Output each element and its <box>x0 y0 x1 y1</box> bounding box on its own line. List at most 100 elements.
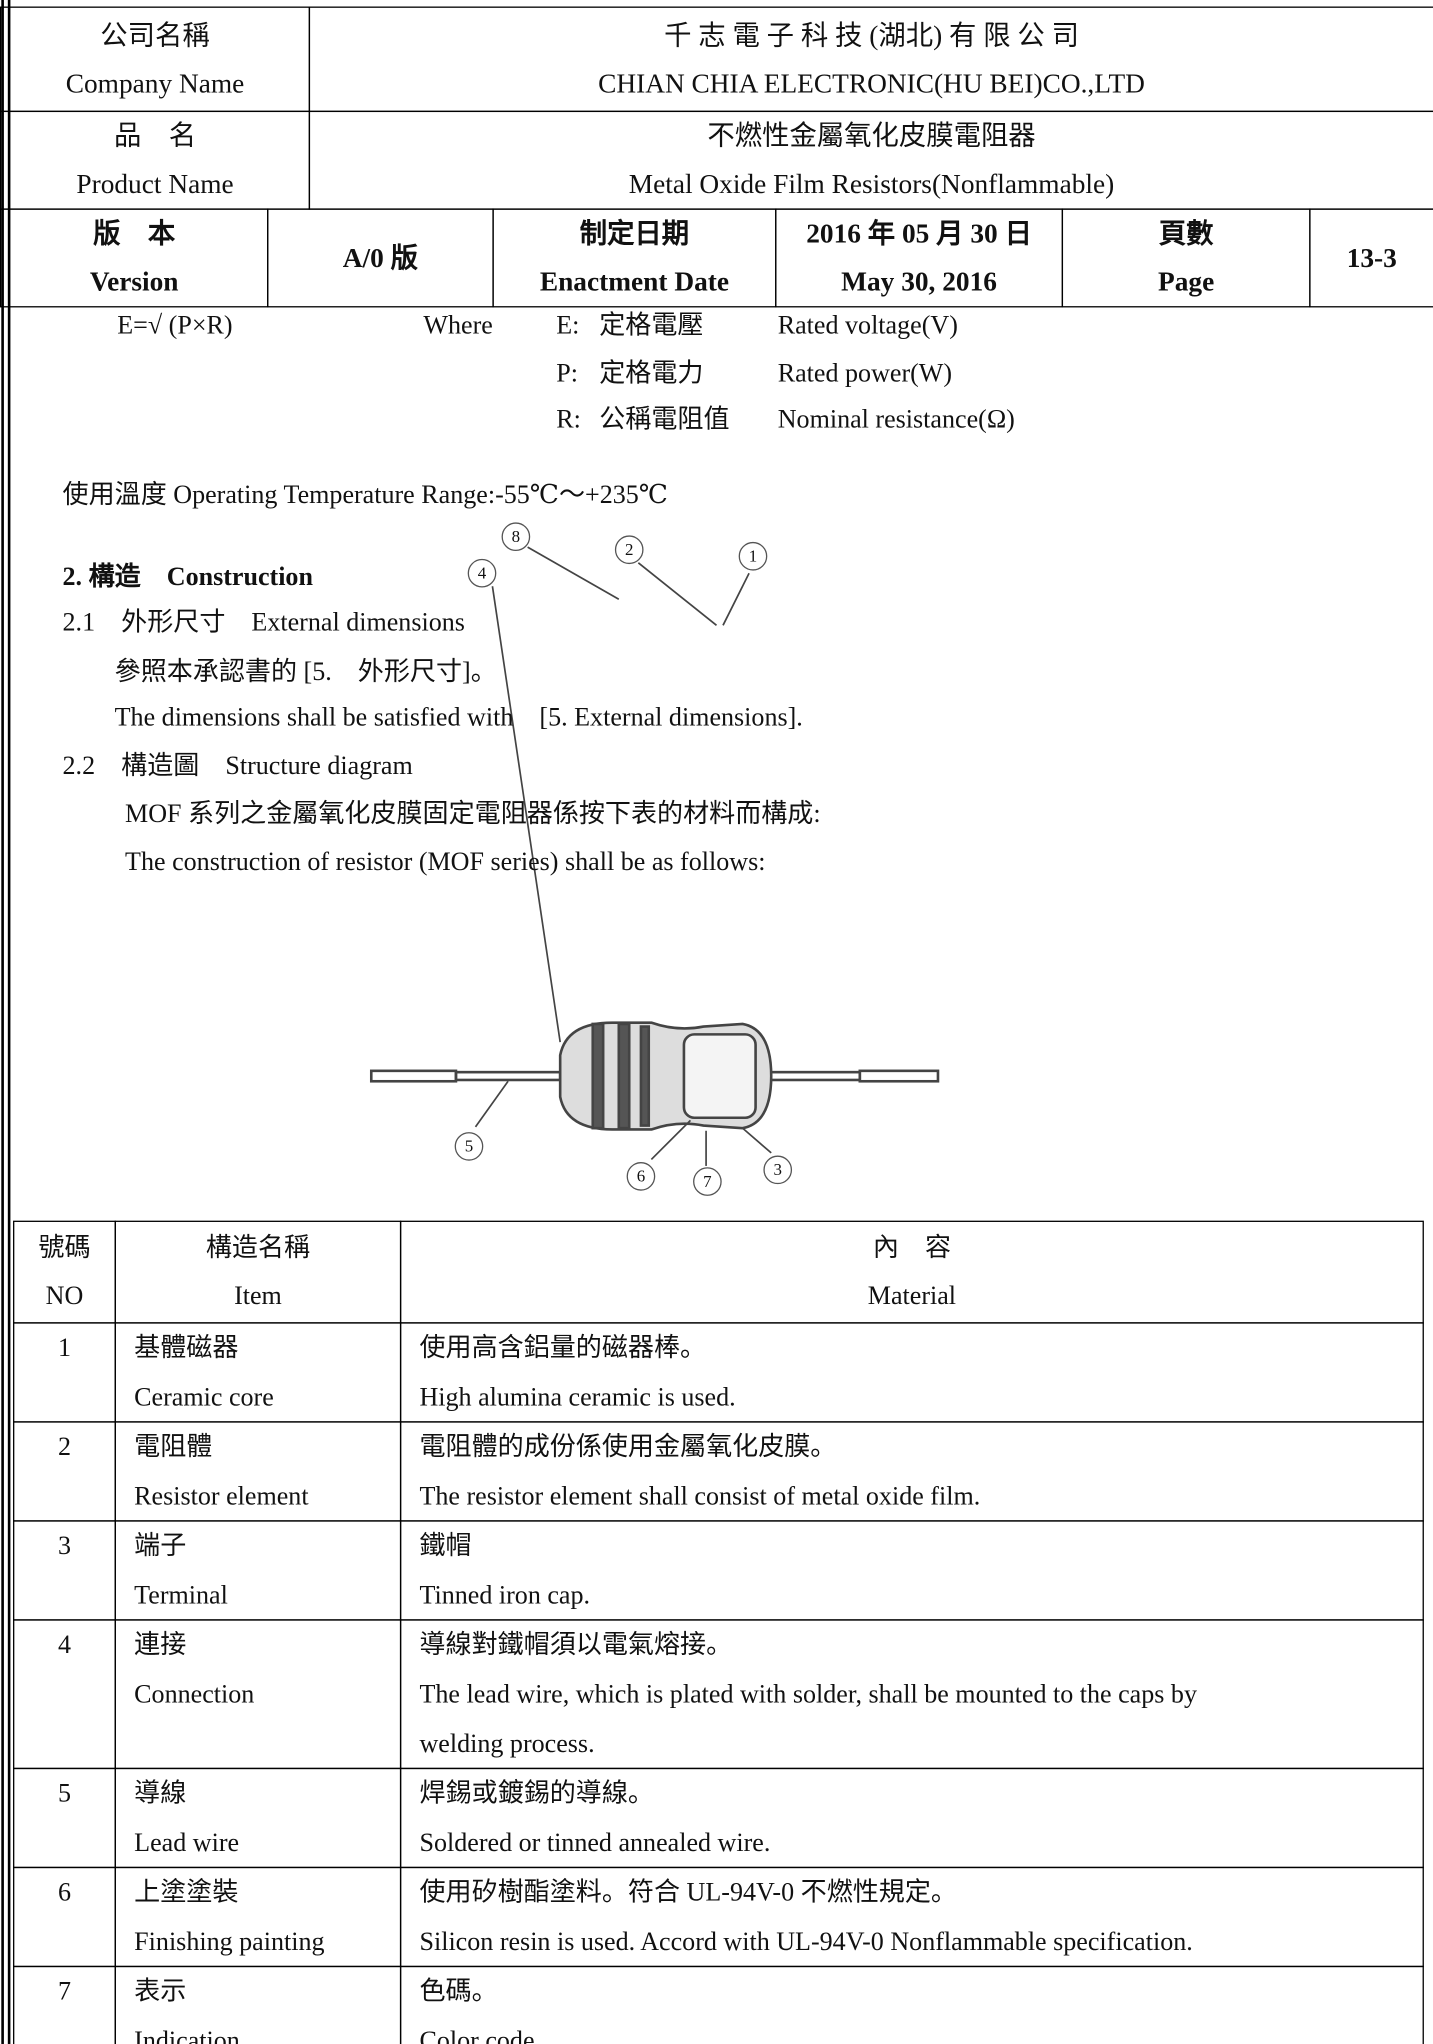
callout: 7 <box>693 1167 722 1196</box>
cell-text: 色碼。 <box>419 1977 498 2007</box>
header-cell: 品 名 Product Name <box>0 110 311 210</box>
cell-text: Silicon resin is used. Accord with UL-94… <box>419 1928 1193 1957</box>
term-zh: 公稱電阻值 <box>599 405 730 434</box>
table-cell: 使用矽樹酯塗料。符合 UL-94V-0 不燃性規定。 Silicon resin … <box>399 1866 1424 1968</box>
cell-text: Color code. <box>419 2027 542 2044</box>
cell-line: 版 本 <box>93 217 176 249</box>
term-zh: 定格電壓 <box>599 311 704 341</box>
table-cell: 電阻體 Resistor element <box>114 1421 402 1522</box>
cell-text: 7 <box>57 1977 71 2007</box>
table-header-cell: 構造名稱 Item <box>114 1220 402 1324</box>
cell-line: 公司名稱 <box>100 18 210 51</box>
cell-line: Company Name <box>65 67 245 99</box>
cell-text: 導線對鐵帽須以電氣熔接。 <box>419 1631 733 1660</box>
cell-text: Finishing painting <box>134 1928 325 1957</box>
cell-text: 端子 <box>134 1532 187 1561</box>
table-cell: 5 <box>13 1767 116 1869</box>
header-cell: 版 本 Version <box>0 208 269 308</box>
cell-text: 3 <box>57 1532 71 1561</box>
term-zh: 定格電力 <box>599 359 704 389</box>
table-cell: 導線對鐵帽須以電氣熔接。 The lead wire, which is plat… <box>399 1619 1424 1770</box>
callout: 2 <box>614 535 644 565</box>
term-en: Nominal resistance(Ω) <box>777 405 1015 434</box>
table-cell: 焊錫或鍍錫的導線。 Soldered or tinned annealed wir… <box>399 1767 1424 1869</box>
cell-text: Ceramic core <box>134 1383 274 1413</box>
header-cell: 不燃性金屬氧化皮膜電阻器 Metal Oxide Film Resistors(N… <box>308 110 1433 210</box>
cell-text: 電阻體 <box>134 1433 213 1462</box>
header-cell: 2016 年 05 月 30 日 May 30, 2016 <box>775 208 1064 308</box>
border-line <box>1 0 4 2044</box>
formula-where: Where <box>423 311 493 341</box>
callout: 5 <box>454 1132 484 1161</box>
cell-line: Product Name <box>76 168 234 200</box>
cell-text: 6 <box>57 1878 71 1908</box>
item-title: 2.1 外形尺寸 External dimensions <box>62 608 465 638</box>
callout: 8 <box>501 522 531 552</box>
header-cell: 公司名稱 Company Name <box>0 6 311 113</box>
cell-text: 4 <box>57 1631 71 1660</box>
cell-line: 品 名 <box>113 119 197 152</box>
cell-line: CHIAN CHIA ELECTRONIC(HU BEI)CO.,LTD <box>598 67 1145 99</box>
table-cell: 連接 Connection <box>114 1619 402 1770</box>
section-title: 2. 構造 Construction <box>62 562 313 592</box>
header-cell: A/0 版 <box>267 208 494 308</box>
cell-line: Item <box>234 1281 282 1310</box>
table-cell: 3 <box>13 1520 116 1621</box>
table-cell: 色碼。 Color code. <box>399 1965 1424 2044</box>
callout: 6 <box>626 1162 656 1191</box>
temperature: 使用溫度 Operating Temperature Range:-55℃～+2… <box>62 480 668 510</box>
cell-text: The resistor element shall consist of me… <box>419 1482 981 1512</box>
formula: E=√ (P×R) <box>117 311 233 341</box>
callout: 1 <box>738 541 768 571</box>
cell-line: 制定日期 <box>579 217 690 249</box>
header-cell: 13-3 <box>1309 208 1433 308</box>
item-title: 2.2 構造圖 Structure diagram <box>62 751 413 781</box>
item-line: The dimensions shall be satisfied with [… <box>114 703 803 733</box>
cell-line: 頁數 <box>1158 217 1214 249</box>
cell-line: Metal Oxide Film Resistors(Nonflammable) <box>628 168 1115 200</box>
cell-text: 鐵帽 <box>419 1532 472 1561</box>
cell-text: Soldered or tinned annealed wire. <box>419 1829 771 1858</box>
table-cell: 基體磁器 Ceramic core <box>114 1322 402 1423</box>
callout: 3 <box>763 1155 793 1185</box>
table-cell: 1 <box>13 1322 116 1423</box>
cell-text: 1 <box>57 1333 71 1363</box>
cell-line: 13-3 <box>1346 241 1397 273</box>
cell-line: NO <box>45 1281 84 1310</box>
cell-text: High alumina ceramic is used. <box>419 1383 736 1413</box>
term-symbol: E: <box>556 311 580 341</box>
cell-text: 使用矽樹酯塗料。符合 UL-94V-0 不燃性規定。 <box>419 1878 957 1908</box>
table-cell: 電阻體的成份係使用金屬氧化皮膜。 The resistor element sha… <box>399 1421 1424 1522</box>
term-symbol: P: <box>556 359 579 389</box>
table-cell: 7 <box>13 1965 116 2044</box>
cell-text: Lead wire <box>134 1829 240 1858</box>
cell-text: Terminal <box>134 1581 228 1611</box>
cell-line: 構造名稱 <box>205 1233 311 1262</box>
cell-line: 內 容 <box>872 1233 951 1262</box>
table-cell: 端子 Terminal <box>114 1520 402 1621</box>
table-cell: 使用高含鋁量的磁器棒。 High alumina ceramic is used. <box>399 1322 1424 1423</box>
cell-text: Resistor element <box>134 1482 309 1512</box>
cell-text: Indication <box>134 2027 240 2044</box>
cell-line: 號碼 <box>38 1233 91 1262</box>
structure-diagram <box>369 546 940 1166</box>
term-en: Rated power(W) <box>777 359 953 389</box>
cell-text: 使用高含鋁量的磁器棒。 <box>419 1333 707 1363</box>
table-cell: 表示 Indication <box>114 1965 402 2044</box>
cell-line: Material <box>867 1281 957 1310</box>
table-cell: 6 <box>13 1866 116 1968</box>
cell-text: 焊錫或鍍錫的導線。 <box>419 1779 654 1809</box>
cell-line: 不燃性金屬氧化皮膜電阻器 <box>707 119 1036 152</box>
header-cell: 頁數 Page <box>1061 208 1311 308</box>
cell-text: 表示 <box>134 1977 187 2007</box>
table-cell: 上塗塗裝 Finishing painting <box>114 1866 402 1968</box>
item-line: 參照本承認書的 [5. 外形尺寸]。 <box>114 657 497 687</box>
cell-text: 上塗塗裝 <box>134 1878 239 1908</box>
cell-line: Page <box>1158 265 1215 298</box>
header-cell: 千 志 電 子 科 技 (湖北) 有 限 公 司 CHIAN CHIA ELECT… <box>308 6 1433 113</box>
cell-text: Tinned iron cap. <box>419 1581 591 1611</box>
item-line: MOF 系列之金屬氧化皮膜固定電阻器係按下表的材料而構成: <box>125 799 821 829</box>
cell-text: Connection <box>134 1680 255 1710</box>
item-line: The construction of resistor (MOF series… <box>125 848 766 877</box>
cell-text: 電阻體的成份係使用金屬氧化皮膜。 <box>419 1433 837 1462</box>
